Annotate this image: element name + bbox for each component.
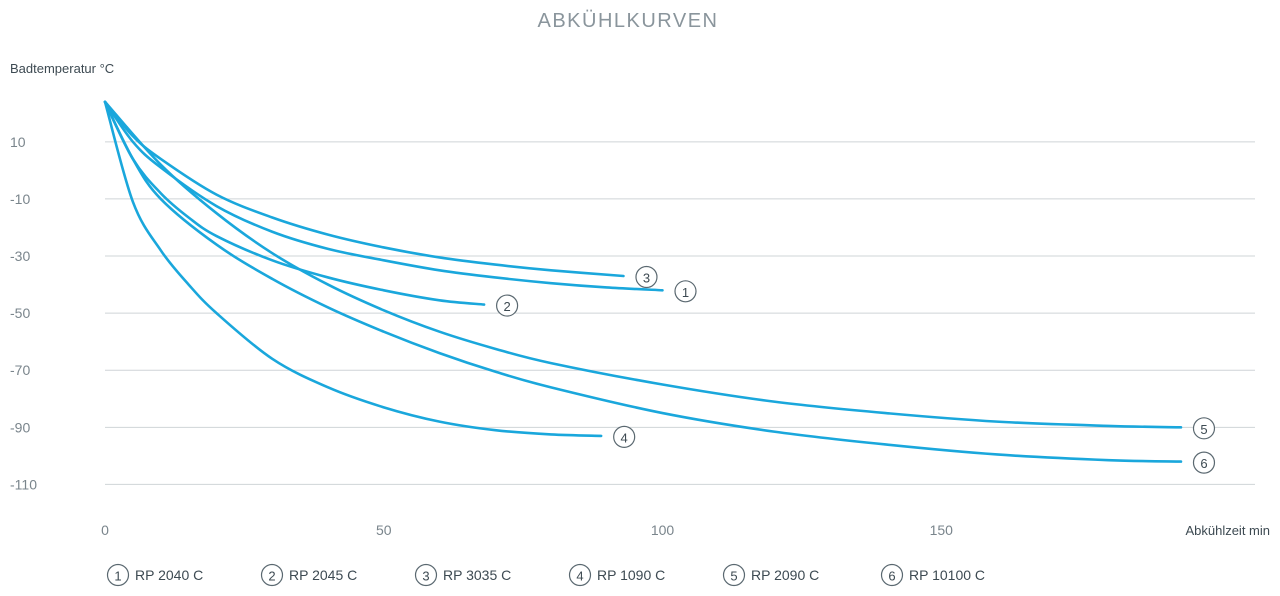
legend-label: RP 2040 C <box>135 567 203 583</box>
legend-label: RP 2045 C <box>289 567 357 583</box>
curve-marker-6: 6 <box>1192 451 1216 474</box>
svg-text:3: 3 <box>422 569 429 584</box>
legend-item-4: 4 RP 1090 C <box>568 563 665 587</box>
svg-text:1: 1 <box>682 285 689 300</box>
y-tick-labels: 10 -10 -30 -50 -70 -90 -110 <box>10 134 37 493</box>
x-tick-label: 50 <box>376 522 392 538</box>
y-tick-label: -110 <box>10 476 37 492</box>
chart-title: ABKÜHLKURVEN <box>537 10 718 32</box>
legend-item-5: 5 RP 2090 C <box>722 563 819 587</box>
svg-text:6: 6 <box>1200 456 1207 471</box>
legend: 1 RP 2040 C 2 RP 2045 C 3 RP 3035 C 4 RP 1090 C… <box>106 563 985 587</box>
legend-label: RP 1090 C <box>597 567 665 583</box>
curve-line-3 <box>103 100 625 278</box>
y-tick-label: -50 <box>10 305 30 321</box>
legend-label: RP 10100 C <box>909 567 985 583</box>
legend-item-3: 3 RP 3035 C <box>414 563 511 587</box>
y-tick-label: -30 <box>10 248 30 264</box>
svg-text:4: 4 <box>621 430 628 445</box>
y-tick-label: 10 <box>10 134 26 150</box>
curve-marker-5: 5 <box>1192 417 1216 440</box>
y-axis-label: Badtemperatur °C <box>10 61 114 76</box>
svg-text:5: 5 <box>730 569 737 584</box>
y-tick-label: -70 <box>10 362 30 378</box>
legend-item-1: 1 RP 2040 C <box>106 563 203 587</box>
curve-lines <box>103 100 1183 463</box>
curve-marker-1: 1 <box>674 280 697 303</box>
svg-text:3: 3 <box>643 271 650 286</box>
svg-text:2: 2 <box>503 299 510 314</box>
x-tick-label: 100 <box>651 522 675 538</box>
x-tick-label: 0 <box>101 522 109 538</box>
curve-marker-2: 2 <box>496 294 519 317</box>
curve-marker-3: 3 <box>635 265 658 289</box>
curve-line-1 <box>103 100 664 292</box>
curve-line-5 <box>103 100 1183 429</box>
svg-text:1: 1 <box>114 569 121 584</box>
curve-line-4 <box>103 100 603 438</box>
curve-line-2 <box>103 100 486 306</box>
curve-line-6 <box>103 100 1183 463</box>
y-tick-label: -90 <box>10 419 30 435</box>
svg-text:2: 2 <box>268 569 275 584</box>
legend-item-2: 2 RP 2045 C <box>260 563 357 587</box>
legend-item-6: 6 RP 10100 C <box>880 563 985 587</box>
x-tick-label: 150 <box>930 522 954 538</box>
curve-markers: 1 2 3 4 5 6 <box>496 265 1216 474</box>
x-axis-label: Abkühlzeit min <box>1185 523 1270 538</box>
svg-text:4: 4 <box>576 569 583 584</box>
legend-label: RP 2090 C <box>751 567 819 583</box>
y-tick-label: -10 <box>10 191 30 207</box>
curve-marker-4: 4 <box>613 425 636 448</box>
svg-text:5: 5 <box>1200 422 1207 437</box>
legend-label: RP 3035 C <box>443 567 511 583</box>
svg-text:6: 6 <box>888 569 895 584</box>
x-tick-labels: 0 50 100 150 <box>101 522 953 538</box>
gridlines <box>105 141 1255 485</box>
